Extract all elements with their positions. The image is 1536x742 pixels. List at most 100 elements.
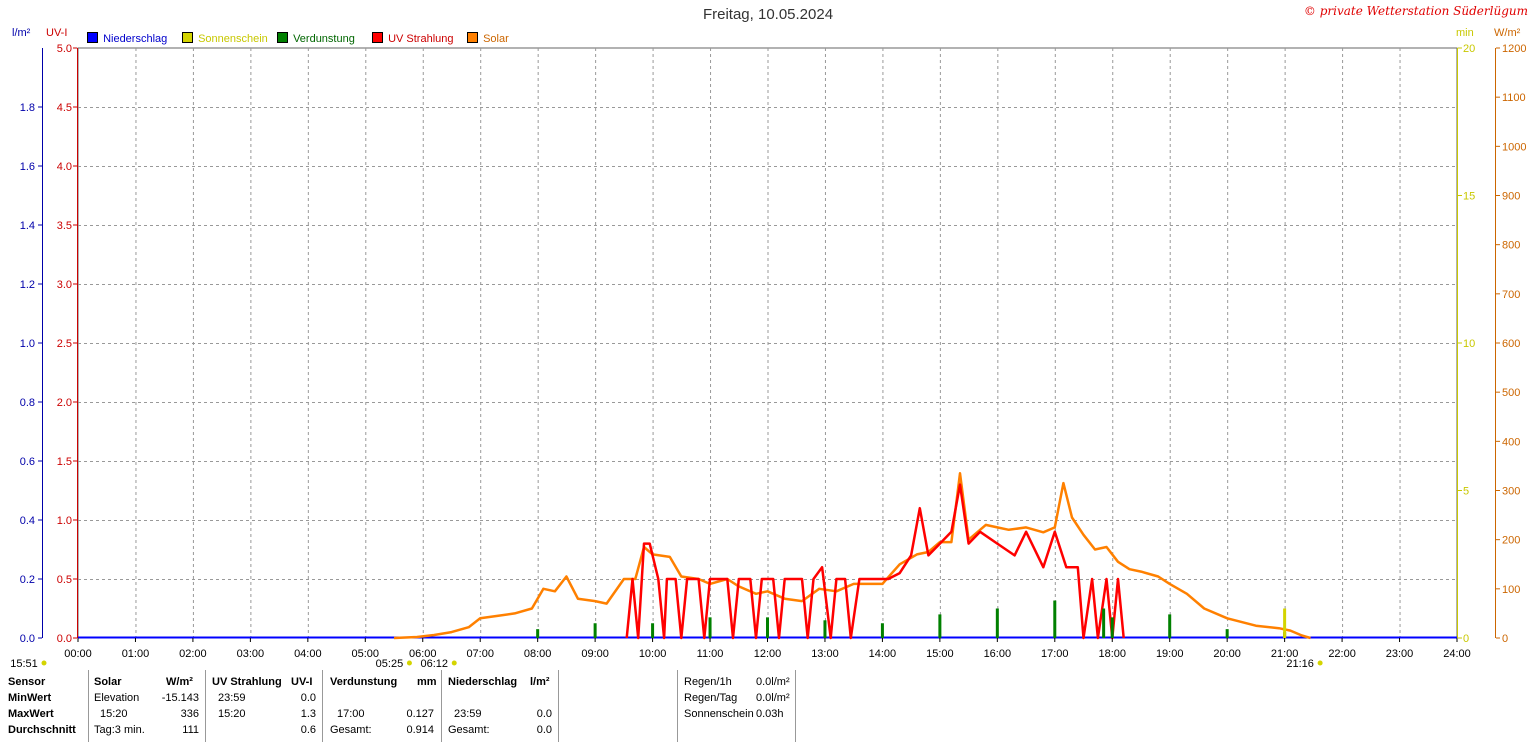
table-cell: 0.127 bbox=[406, 708, 434, 720]
solar-tick-label: 900 bbox=[1502, 191, 1520, 203]
precip-tick-label: 1.2 bbox=[20, 279, 35, 291]
x-tick-label: 06:00 bbox=[409, 648, 437, 660]
time-annotation: 21:16 bbox=[1286, 658, 1314, 670]
verdunstung-bar bbox=[1168, 614, 1172, 638]
extra-label: Sonnenschein bbox=[684, 708, 754, 720]
table-row-label: MinWert bbox=[8, 692, 52, 704]
precip-tick-label: 1.6 bbox=[20, 161, 35, 173]
table-cell: Elevation bbox=[94, 692, 140, 704]
x-tick-label: 20:00 bbox=[1213, 648, 1241, 660]
time-annotation: 05:25 bbox=[376, 658, 404, 670]
extra-value: 0.03h bbox=[756, 708, 784, 720]
x-tick-label: 03:00 bbox=[237, 648, 265, 660]
table-divider bbox=[205, 670, 206, 742]
table-row-label: Durchschnitt bbox=[8, 724, 76, 736]
x-tick-label: 16:00 bbox=[984, 648, 1012, 660]
table-cell: 0.0 bbox=[536, 724, 552, 736]
stats-table: Sensor Solar W/m² UV Strahlung UV-I Verd… bbox=[0, 670, 800, 742]
x-tick-label: 24:00 bbox=[1443, 648, 1471, 660]
table-cell: 23:59 bbox=[454, 708, 482, 720]
x-tick-label: 19:00 bbox=[1156, 648, 1184, 660]
sun-marker bbox=[406, 660, 412, 666]
uv-tick-label: 0.0 bbox=[57, 633, 72, 645]
table-header-solar-unit: W/m² bbox=[166, 676, 193, 688]
table-header-precip-unit: l/m² bbox=[530, 676, 550, 688]
legend-swatch bbox=[87, 32, 98, 43]
chart-title: Freitag, 10.05.2024 bbox=[702, 6, 834, 23]
extra-value: 0.0l/m² bbox=[756, 692, 790, 704]
verdunstung-bar bbox=[651, 623, 655, 638]
x-tick-label: 07:00 bbox=[466, 648, 494, 660]
legend-swatch bbox=[277, 32, 288, 43]
table-header-uv: UV Strahlung bbox=[212, 676, 282, 688]
solar-tick-label: 400 bbox=[1502, 436, 1520, 448]
solar-tick-label: 1100 bbox=[1502, 92, 1526, 104]
axis-unit-solar: W/m² bbox=[1494, 27, 1521, 39]
table-header-evap-unit: mm bbox=[417, 676, 437, 688]
uv-tick-label: 2.0 bbox=[57, 397, 72, 409]
verdunstung-bar bbox=[1225, 629, 1229, 638]
extra-label: Regen/Tag bbox=[684, 692, 738, 704]
uv-strahlung-line bbox=[625, 483, 1125, 640]
verdunstung-bar bbox=[823, 620, 827, 638]
solar-tick-label: 0 bbox=[1502, 633, 1508, 645]
x-tick-label: 10:00 bbox=[639, 648, 667, 660]
table-divider bbox=[88, 670, 89, 742]
sunshine-tick-label: 0 bbox=[1463, 633, 1469, 645]
uv-tick-label: 3.5 bbox=[57, 220, 72, 232]
table-cell: 15:20 bbox=[218, 708, 246, 720]
legend-label: Verdunstung bbox=[293, 33, 355, 45]
table-cell: Gesamt: bbox=[330, 724, 372, 736]
table-header-precip: Niederschlag bbox=[448, 676, 518, 688]
x-tick-label: 23:00 bbox=[1386, 648, 1414, 660]
x-tick-label: 11:00 bbox=[697, 648, 724, 660]
x-tick-label: 01:00 bbox=[122, 648, 150, 660]
table-cell: 23:59 bbox=[218, 692, 246, 704]
x-tick-label: 05:00 bbox=[352, 648, 380, 660]
legend-item-verdunstung: Verdunstung bbox=[277, 32, 355, 45]
sun-marker bbox=[41, 660, 47, 666]
table-row-label: MaxWert bbox=[8, 708, 54, 720]
table-divider bbox=[677, 670, 678, 742]
precip-tick-label: 0.2 bbox=[20, 574, 35, 586]
sunshine-tick-label: 20 bbox=[1463, 43, 1475, 55]
uv-tick-label: 0.5 bbox=[57, 574, 72, 586]
solar-tick-label: 500 bbox=[1502, 387, 1520, 399]
extra-value: 0.0l/m² bbox=[756, 676, 790, 688]
legend-swatch bbox=[182, 32, 193, 43]
verdunstung-bar bbox=[536, 629, 540, 638]
verdunstung-bar bbox=[1110, 617, 1114, 638]
legend-swatch bbox=[467, 32, 478, 43]
verdunstung-bar bbox=[938, 614, 942, 638]
uv-tick-label: 5.0 bbox=[57, 43, 72, 55]
table-cell: Tag:3 min. bbox=[94, 724, 145, 736]
precip-tick-label: 0.6 bbox=[20, 456, 35, 468]
legend-label: UV Strahlung bbox=[388, 33, 454, 45]
x-tick-label: 15:00 bbox=[926, 648, 954, 660]
precip-tick-label: 0.4 bbox=[20, 515, 35, 527]
precip-tick-label: 1.0 bbox=[20, 338, 35, 350]
verdunstung-bar bbox=[995, 608, 999, 638]
x-tick-label: 14:00 bbox=[869, 648, 897, 660]
solar-tick-label: 300 bbox=[1502, 486, 1520, 498]
solar-tick-label: 1000 bbox=[1502, 141, 1526, 153]
table-cell: 0.0 bbox=[536, 708, 552, 720]
uv-tick-label: 4.0 bbox=[57, 161, 72, 173]
table-cell: 1.3 bbox=[300, 708, 316, 720]
precip-tick-label: 0.8 bbox=[20, 397, 35, 409]
solar-tick-label: 100 bbox=[1502, 584, 1520, 596]
table-cell: -15.143 bbox=[161, 692, 199, 704]
uv-tick-label: 3.0 bbox=[57, 279, 72, 291]
table-cell: 0.6 bbox=[300, 724, 316, 736]
solar-line bbox=[393, 472, 1311, 640]
axis-unit-precip: l/m² bbox=[12, 27, 31, 39]
table-header-evap: Verdunstung bbox=[330, 676, 398, 688]
table-header-sensor: Sensor bbox=[8, 676, 46, 688]
chart-grid bbox=[77, 47, 1458, 639]
table-divider bbox=[322, 670, 323, 742]
sunshine-tick-label: 5 bbox=[1463, 486, 1469, 498]
legend-label: Solar bbox=[483, 33, 509, 45]
precip-tick-label: 1.4 bbox=[20, 220, 35, 232]
table-cell: 336 bbox=[180, 708, 199, 720]
table-cell: 15:20 bbox=[100, 708, 128, 720]
